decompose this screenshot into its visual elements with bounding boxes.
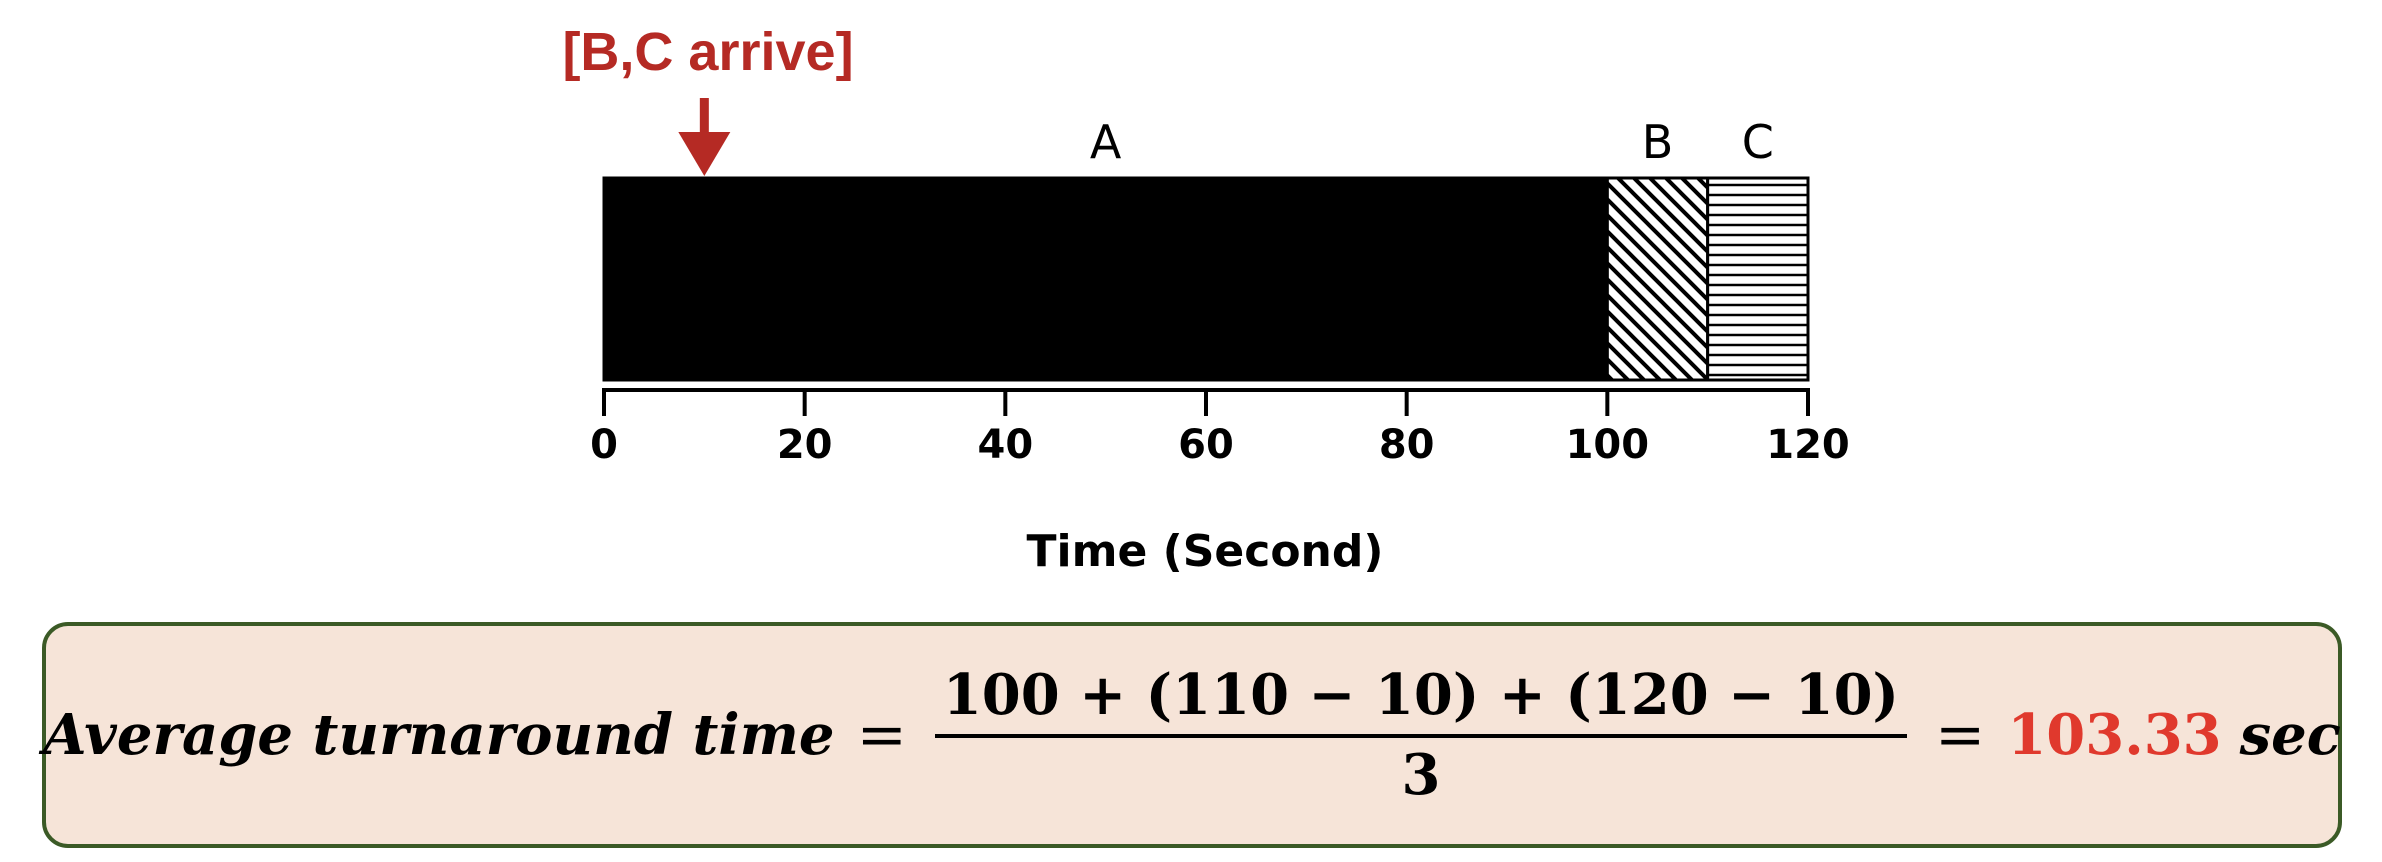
axis-tick-label: 120	[1766, 422, 1850, 468]
formula-equals-1: =	[856, 700, 907, 770]
arrival-arrow-icon	[678, 98, 731, 176]
axis-tick-label: 20	[777, 422, 833, 468]
job-bars: A B C	[602, 115, 1810, 382]
axis-tick-label: 40	[977, 422, 1033, 468]
axis-tick-label: 0	[590, 422, 618, 468]
formula-box: Average turnaround time = 100 + (110 − 1…	[42, 622, 2342, 848]
job-label-a: A	[1090, 115, 1122, 169]
axis-tick-label: 100	[1566, 422, 1650, 468]
formula-fraction: 100 + (110 − 10) + (120 − 10) 3	[934, 662, 1908, 808]
formula-denominator: 3	[1401, 742, 1441, 808]
timeline-diagram: [B,C arrive] A B C 0 20 40 60 80 100 120 Time (S…	[562, 22, 1850, 577]
job-bar-b	[1605, 176, 1710, 382]
job-label-b: B	[1642, 115, 1674, 169]
formula-lhs: Average turnaround time	[43, 702, 835, 768]
formula-result: 103.33	[2007, 702, 2222, 768]
axis-title: Time (Second)	[1027, 526, 1384, 577]
job-bar-a	[602, 176, 1609, 382]
job-bar-c	[1706, 176, 1810, 382]
formula-numerator: 100 + (110 − 10) + (120 − 10)	[942, 662, 1900, 728]
arrival-label: [B,C arrive]	[562, 22, 853, 82]
formula-unit: sec	[2239, 702, 2341, 768]
axis-tick-label: 60	[1178, 422, 1234, 468]
time-axis: 0 20 40 60 80 100 120	[590, 388, 1850, 468]
formula-equals-2: =	[1935, 700, 1986, 770]
axis-tick-label: 80	[1379, 422, 1435, 468]
job-label-c: C	[1742, 115, 1774, 169]
fraction-bar	[934, 734, 1908, 738]
